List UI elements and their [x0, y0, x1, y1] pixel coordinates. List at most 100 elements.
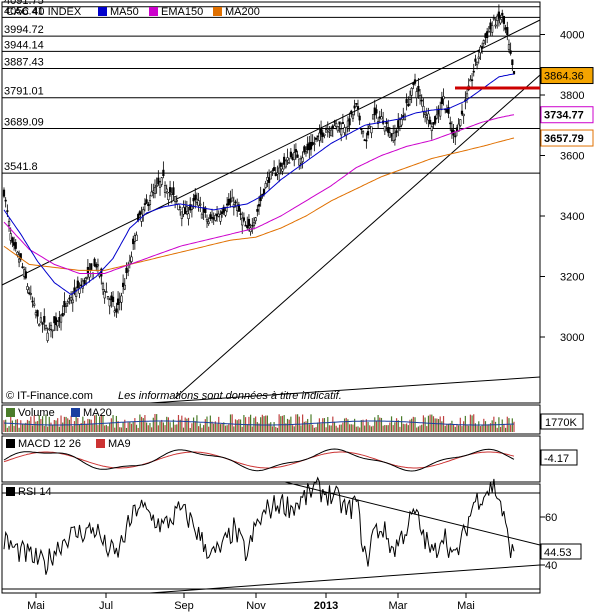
candle-body: [130, 256, 133, 262]
candle-body: [21, 266, 24, 269]
candle-body: [417, 85, 420, 92]
x-tick-label: Mai: [27, 600, 45, 612]
candle-body: [111, 296, 115, 302]
candle-body: [184, 207, 187, 215]
candle-body: [123, 284, 126, 290]
candle-body: [125, 267, 128, 274]
candle-body: [316, 135, 319, 138]
candle-body: [296, 154, 299, 158]
candle-body: [155, 185, 158, 187]
candle-body: [98, 274, 101, 277]
candle-body: [241, 217, 244, 226]
candle-body: [118, 300, 121, 303]
legend-vol-ma20-swatch: [71, 408, 80, 417]
candle-body: [39, 317, 43, 323]
candle-body: [259, 195, 262, 202]
candle-body: [48, 328, 51, 331]
candle-body: [23, 269, 26, 277]
candle-body: [36, 310, 39, 317]
candle-body: [293, 152, 296, 161]
candle-body: [252, 222, 256, 227]
candle-body: [335, 123, 338, 127]
candle-body: [24, 271, 27, 279]
candle-body: [182, 207, 185, 215]
candle-body: [371, 114, 375, 120]
candle-body: [356, 106, 360, 110]
candle-body: [147, 203, 150, 207]
candle-body: [449, 122, 452, 125]
price-last-value-box: [540, 67, 594, 85]
candle-body: [44, 324, 48, 329]
candle-body: [95, 264, 98, 268]
candle-body: [266, 177, 269, 181]
legend-ma200-swatch: [213, 7, 222, 16]
candle-body: [496, 15, 499, 21]
candle-body: [309, 141, 313, 150]
candle-body: [83, 280, 86, 285]
level-label: 4091.75: [4, 0, 44, 7]
candle-body: [148, 200, 152, 205]
candle-body: [274, 173, 277, 176]
candle-body: [150, 191, 153, 197]
candle-body: [338, 121, 341, 125]
y-tick-label: 4000: [560, 30, 584, 42]
main-panel-frame: [1, 1, 541, 404]
candle-body: [207, 221, 210, 224]
candle-body: [267, 177, 271, 183]
candle-body: [53, 316, 56, 324]
candle-body: [71, 299, 74, 304]
candle-body: [226, 203, 229, 206]
legend-volume-swatch: [6, 408, 15, 417]
candle-body: [234, 201, 237, 204]
macd-last-tag: [540, 449, 578, 466]
candle-body: [231, 197, 234, 202]
candle-body: [331, 125, 334, 129]
candle-body: [269, 172, 272, 180]
candle-body: [103, 291, 106, 299]
x-tick-label: Mar: [389, 600, 408, 612]
copyright-text: © IT-Finance.com: [6, 390, 93, 402]
legend-ma50: MA50: [110, 6, 139, 18]
candle-body: [63, 300, 66, 308]
candle-body: [9, 233, 12, 241]
volume-last-tag: [540, 413, 584, 430]
ma200-line: [3, 137, 515, 271]
candle-body: [256, 209, 259, 212]
candle-body: [28, 292, 31, 294]
candle-body: [397, 120, 400, 128]
candle-body: [422, 105, 425, 112]
candle-body: [41, 322, 44, 325]
candle-body: [469, 79, 472, 82]
candle-body: [200, 213, 204, 219]
candle-body: [49, 324, 53, 330]
x-tick-label: Sep: [174, 600, 194, 612]
candle-body: [353, 105, 356, 109]
candle-body: [418, 94, 422, 99]
candle-body: [46, 332, 49, 341]
candle-body: [73, 287, 76, 294]
candle-body: [340, 128, 343, 136]
candle-body: [343, 127, 346, 133]
candle-body: [489, 22, 492, 30]
legend-macd: MACD 12 26: [18, 438, 81, 450]
candle-body: [387, 127, 390, 133]
candle-body: [96, 264, 100, 267]
candle-body: [472, 70, 475, 73]
candle-body: [158, 181, 162, 188]
candle-body: [195, 198, 199, 203]
candle-body: [434, 116, 437, 124]
candle-body: [445, 108, 448, 113]
candle-body: [491, 25, 494, 33]
candle-body: [440, 97, 443, 105]
candle-body: [361, 131, 365, 134]
candle-body: [470, 79, 474, 82]
y-tick-label: 3800: [560, 90, 584, 102]
volume-bars: [3, 414, 515, 432]
candle-body: [303, 146, 306, 153]
candle-body: [304, 151, 308, 154]
volume-ma20-line: [3, 420, 515, 426]
candle-body: [38, 324, 41, 327]
candle-body: [477, 56, 480, 60]
